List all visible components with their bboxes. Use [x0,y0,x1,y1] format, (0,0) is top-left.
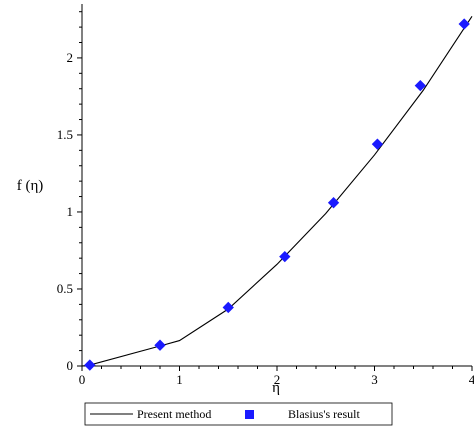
legend-label-present-method: Present method [137,407,211,421]
data-point-blasius [279,250,291,263]
data-point-blasius [371,138,384,150]
data-point-blasius [222,301,234,314]
x-tick-label: 4 [469,372,474,387]
data-point-blasius [327,197,340,209]
y-axis-label: f (η) [17,178,44,194]
series-line-present-method [81,16,473,367]
y-tick-label: 1 [67,204,74,219]
data-point-blasius [154,339,166,351]
y-tick-label: 1.5 [57,127,73,142]
legend: Present method Blasius's result [84,402,393,426]
legend-marker-swatch [245,410,254,419]
y-tick-label: 2 [67,50,74,65]
series-layer [81,16,473,371]
legend-label-blasius: Blasius's result [288,407,360,421]
y-tick-label: 0.5 [57,281,73,296]
x-tick-label: 1 [176,372,183,387]
data-point-blasius [84,359,96,371]
x-tick-label: 0 [79,372,86,387]
x-tick-label: 2 [274,372,281,387]
data-point-blasius [458,18,470,30]
axes [81,4,472,367]
x-tick-label: 3 [371,372,378,387]
legend-box [84,402,393,426]
x-axis-label: η [272,380,280,396]
y-tick-label: 0 [67,358,74,373]
ticks: 0 1 2 3 4 0 0.5 1 1.5 2 [57,11,474,387]
